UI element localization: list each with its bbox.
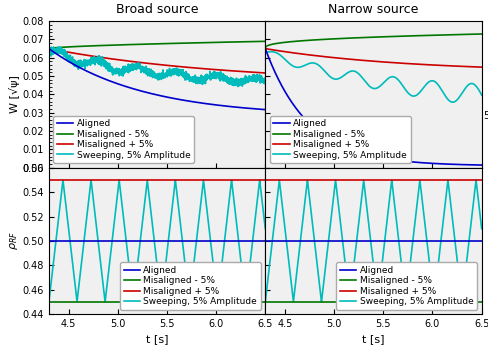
Legend: Aligned, Misaligned - 5%, Misaligned + 5%, Sweeping, 5% Amplitude: Aligned, Misaligned - 5%, Misaligned + 5… bbox=[269, 116, 410, 163]
Title: Narrow source: Narrow source bbox=[327, 3, 418, 16]
Legend: Aligned, Misaligned - 5%, Misaligned + 5%, Sweeping, 5% Amplitude: Aligned, Misaligned - 5%, Misaligned + 5… bbox=[120, 262, 260, 310]
Legend: Aligned, Misaligned - 5%, Misaligned + 5%, Sweeping, 5% Amplitude: Aligned, Misaligned - 5%, Misaligned + 5… bbox=[336, 262, 476, 310]
Text: 5: 5 bbox=[482, 112, 488, 121]
X-axis label: t [s]: t [s] bbox=[145, 335, 168, 345]
Title: Broad source: Broad source bbox=[116, 3, 198, 16]
Y-axis label: W [√ψ]: W [√ψ] bbox=[9, 76, 20, 113]
Y-axis label: $\rho_{RF}$: $\rho_{RF}$ bbox=[8, 232, 20, 250]
X-axis label: t [s]: t [s] bbox=[362, 335, 384, 345]
Legend: Aligned, Misaligned - 5%, Misaligned + 5%, Sweeping, 5% Amplitude: Aligned, Misaligned - 5%, Misaligned + 5… bbox=[53, 116, 194, 163]
